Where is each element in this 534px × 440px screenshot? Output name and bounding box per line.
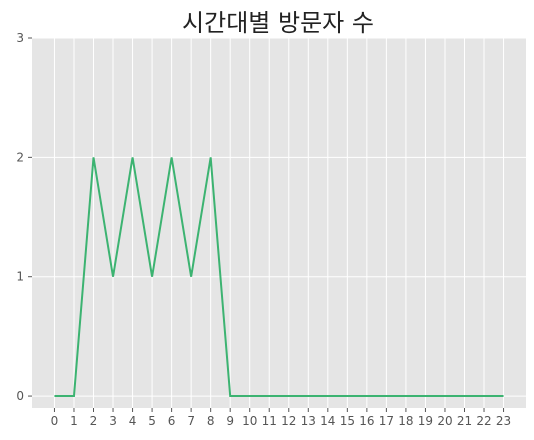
x-tick-label: 3 <box>109 414 117 428</box>
x-tick-label: 23 <box>496 414 511 428</box>
x-tick-label: 2 <box>90 414 98 428</box>
x-axis-ticks: 0 1 2 3 4 5 6 7 8 9 10 11 12 13 14 15 16 17 18 19 20 21 22 23 <box>51 408 511 428</box>
x-tick-label: 14 <box>320 414 335 428</box>
x-tick-label: 6 <box>168 414 176 428</box>
x-tick-label: 1 <box>70 414 78 428</box>
x-tick-label: 8 <box>207 414 215 428</box>
x-tick-label: 11 <box>262 414 277 428</box>
x-tick-label: 12 <box>281 414 296 428</box>
x-tick-label: 19 <box>418 414 433 428</box>
y-tick-label: 1 <box>16 270 24 284</box>
series-layer <box>54 157 504 398</box>
x-tick-label: 4 <box>129 414 137 428</box>
x-tick-label: 16 <box>359 414 374 428</box>
x-tick-label: 20 <box>437 414 452 428</box>
chart-title: 시간대별 방문자 수 <box>182 9 374 37</box>
y-tick-label: 0 <box>16 389 24 403</box>
y-axis-ticks: 0 1 2 3 <box>16 31 32 403</box>
x-tick-label: 10 <box>242 414 257 428</box>
y-tick-label: 3 <box>16 31 24 45</box>
x-tick-label: 22 <box>476 414 491 428</box>
x-tick-label: 9 <box>226 414 234 428</box>
plot-area <box>32 38 526 408</box>
x-tick-label: 15 <box>340 414 355 428</box>
series-line <box>54 157 504 398</box>
x-tick-label: 17 <box>379 414 394 428</box>
x-tick-label: 13 <box>301 414 316 428</box>
x-tick-label: 0 <box>51 414 59 428</box>
x-tick-label: 7 <box>187 414 195 428</box>
y-tick-label: 2 <box>16 150 24 164</box>
x-tick-label: 21 <box>457 414 472 428</box>
x-tick-label: 18 <box>398 414 413 428</box>
x-tick-label: 5 <box>148 414 156 428</box>
